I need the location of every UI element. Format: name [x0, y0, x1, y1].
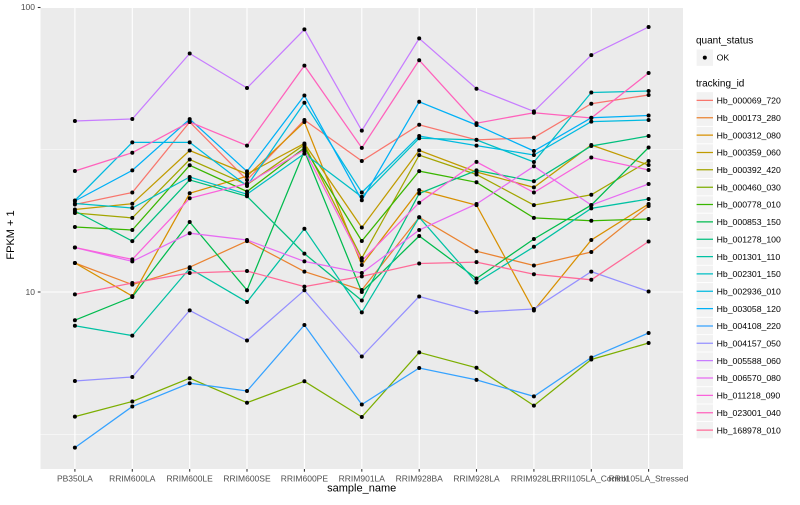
svg-text:quant_status: quant_status [696, 36, 753, 47]
svg-text:Hb_000359_060: Hb_000359_060 [717, 148, 781, 158]
svg-text:OK: OK [717, 52, 730, 62]
svg-text:Hb_003058_120: Hb_003058_120 [717, 304, 781, 314]
svg-text:RRII105LA_Stressed: RRII105LA_Stressed [609, 474, 689, 484]
svg-text:RRIM600LE: RRIM600LE [167, 474, 214, 484]
svg-text:RRIM600LA: RRIM600LA [109, 474, 156, 484]
svg-text:100: 100 [21, 2, 35, 12]
svg-text:10: 10 [26, 287, 36, 297]
svg-text:Hb_000392_420: Hb_000392_420 [717, 165, 781, 175]
svg-text:RRIM600SE: RRIM600SE [223, 474, 271, 484]
svg-text:Hb_023001_040: Hb_023001_040 [717, 408, 781, 418]
svg-text:RRIM600PE: RRIM600PE [281, 474, 329, 484]
svg-text:Hb_000173_280: Hb_000173_280 [717, 113, 781, 123]
svg-text:RRIM901LA: RRIM901LA [339, 474, 386, 484]
svg-text:Hb_006570_080: Hb_006570_080 [717, 373, 781, 383]
svg-text:RRIM928LA: RRIM928LA [453, 474, 500, 484]
svg-text:Hb_011218_090: Hb_011218_090 [717, 391, 781, 401]
svg-text:Hb_002936_010: Hb_002936_010 [717, 286, 781, 296]
svg-text:RRIM928BA: RRIM928BA [396, 474, 444, 484]
svg-text:Hb_001301_110: Hb_001301_110 [717, 252, 781, 262]
svg-text:tracking_id: tracking_id [696, 78, 744, 89]
svg-text:Hb_005588_060: Hb_005588_060 [717, 356, 781, 366]
svg-text:sample_name: sample_name [327, 483, 396, 495]
svg-text:PB350LA: PB350LA [57, 474, 93, 484]
svg-text:Hb_000853_150: Hb_000853_150 [717, 217, 781, 227]
svg-text:Hb_168978_010: Hb_168978_010 [717, 425, 781, 435]
svg-text:Hb_000778_010: Hb_000778_010 [717, 200, 781, 210]
svg-text:Hb_004157_050: Hb_004157_050 [717, 339, 781, 349]
svg-text:RRII105LA_Control: RRII105LA_Control [554, 474, 628, 484]
svg-text:Hb_000069_720: Hb_000069_720 [717, 96, 781, 106]
svg-text:Hb_000312_080: Hb_000312_080 [717, 130, 781, 140]
svg-text:RRIM928LE: RRIM928LE [511, 474, 558, 484]
svg-text:Hb_001278_100: Hb_001278_100 [717, 234, 781, 244]
svg-text:Hb_000460_030: Hb_000460_030 [717, 182, 781, 192]
svg-text:Hb_002301_150: Hb_002301_150 [717, 269, 781, 279]
svg-text:FPKM + 1: FPKM + 1 [5, 210, 17, 259]
svg-text:Hb_004108_220: Hb_004108_220 [717, 321, 781, 331]
